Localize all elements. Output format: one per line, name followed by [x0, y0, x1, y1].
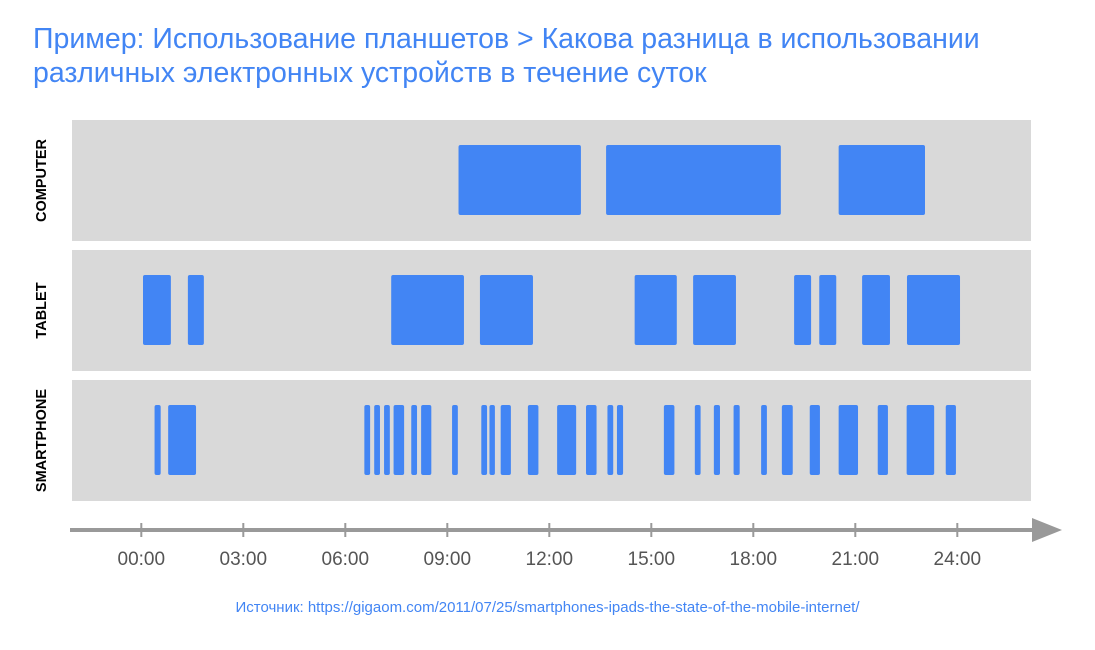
usage-bar-smartphone [616, 405, 624, 475]
usage-bar-smartphone [761, 405, 767, 475]
usage-bar-smartphone [557, 405, 577, 475]
axis-tick-label: 24:00 [934, 549, 982, 570]
usage-bar-tablet [187, 275, 204, 345]
usage-bar-smartphone [154, 405, 161, 475]
usage-bar-smartphone [411, 405, 418, 475]
usage-bar-smartphone [906, 405, 935, 475]
axis-tick-label: 15:00 [628, 549, 676, 570]
usage-bar-smartphone [663, 405, 675, 475]
usage-bar-tablet [906, 275, 961, 345]
usage-bar-computer [838, 145, 925, 215]
usage-bar-smartphone [733, 405, 740, 475]
axis-tick-label: 12:00 [526, 549, 574, 570]
usage-bar-smartphone [452, 405, 458, 475]
usage-bar-smartphone [500, 405, 511, 475]
usage-bar-smartphone [393, 405, 405, 475]
usage-bar-smartphone [489, 405, 495, 475]
usage-bar-tablet [634, 275, 677, 345]
usage-bar-smartphone [586, 405, 597, 475]
usage-bar-computer [458, 145, 581, 215]
usage-bar-smartphone [694, 405, 701, 475]
title-line-1: Пример: Использование планшетов > Какова… [33, 23, 980, 55]
usage-bar-tablet [693, 275, 736, 345]
usage-bar-smartphone [374, 405, 380, 475]
row-label-computer: COMPUTER [34, 138, 50, 222]
usage-bar-smartphone [945, 405, 956, 475]
usage-bar-tablet [819, 275, 837, 345]
axis-tick-label: 06:00 [322, 549, 370, 570]
usage-bar-computer [606, 145, 781, 215]
usage-bar-smartphone [713, 405, 720, 475]
usage-bar-smartphone [877, 405, 888, 475]
row-label-smartphone: SMARTPHONE [34, 389, 50, 492]
usage-bar-smartphone [168, 405, 197, 475]
usage-bar-smartphone [384, 405, 390, 475]
axis-tick-label: 09:00 [424, 549, 472, 570]
usage-bar-smartphone [364, 405, 371, 475]
usage-bar-smartphone [781, 405, 793, 475]
usage-bar-tablet [862, 275, 890, 345]
usage-bar-tablet [794, 275, 812, 345]
usage-bar-smartphone [421, 405, 432, 475]
axis-tick-label: 00:00 [118, 549, 166, 570]
usage-bar-tablet [391, 275, 464, 345]
usage-bar-smartphone [838, 405, 859, 475]
usage-bar-smartphone [607, 405, 614, 475]
chart-title: Пример: Использование планшетов > Какова… [33, 22, 1073, 90]
row-background-smartphone [72, 380, 1031, 501]
axis-arrow-icon [1032, 518, 1062, 542]
row-label-tablet: TABLET [34, 282, 50, 338]
axis-tick-label: 03:00 [220, 549, 268, 570]
title-line-2: различных электронных устройств в течени… [33, 57, 707, 89]
usage-bar-smartphone [527, 405, 539, 475]
axis-tick-label: 18:00 [730, 549, 778, 570]
usage-bar-tablet [479, 275, 533, 345]
axis-tick-label: 21:00 [832, 549, 880, 570]
usage-bar-smartphone [481, 405, 488, 475]
source-link[interactable]: Источник: https://gigaom.com/2011/07/25/… [235, 599, 860, 616]
usage-bar-tablet [143, 275, 171, 345]
usage-bar-smartphone [809, 405, 820, 475]
